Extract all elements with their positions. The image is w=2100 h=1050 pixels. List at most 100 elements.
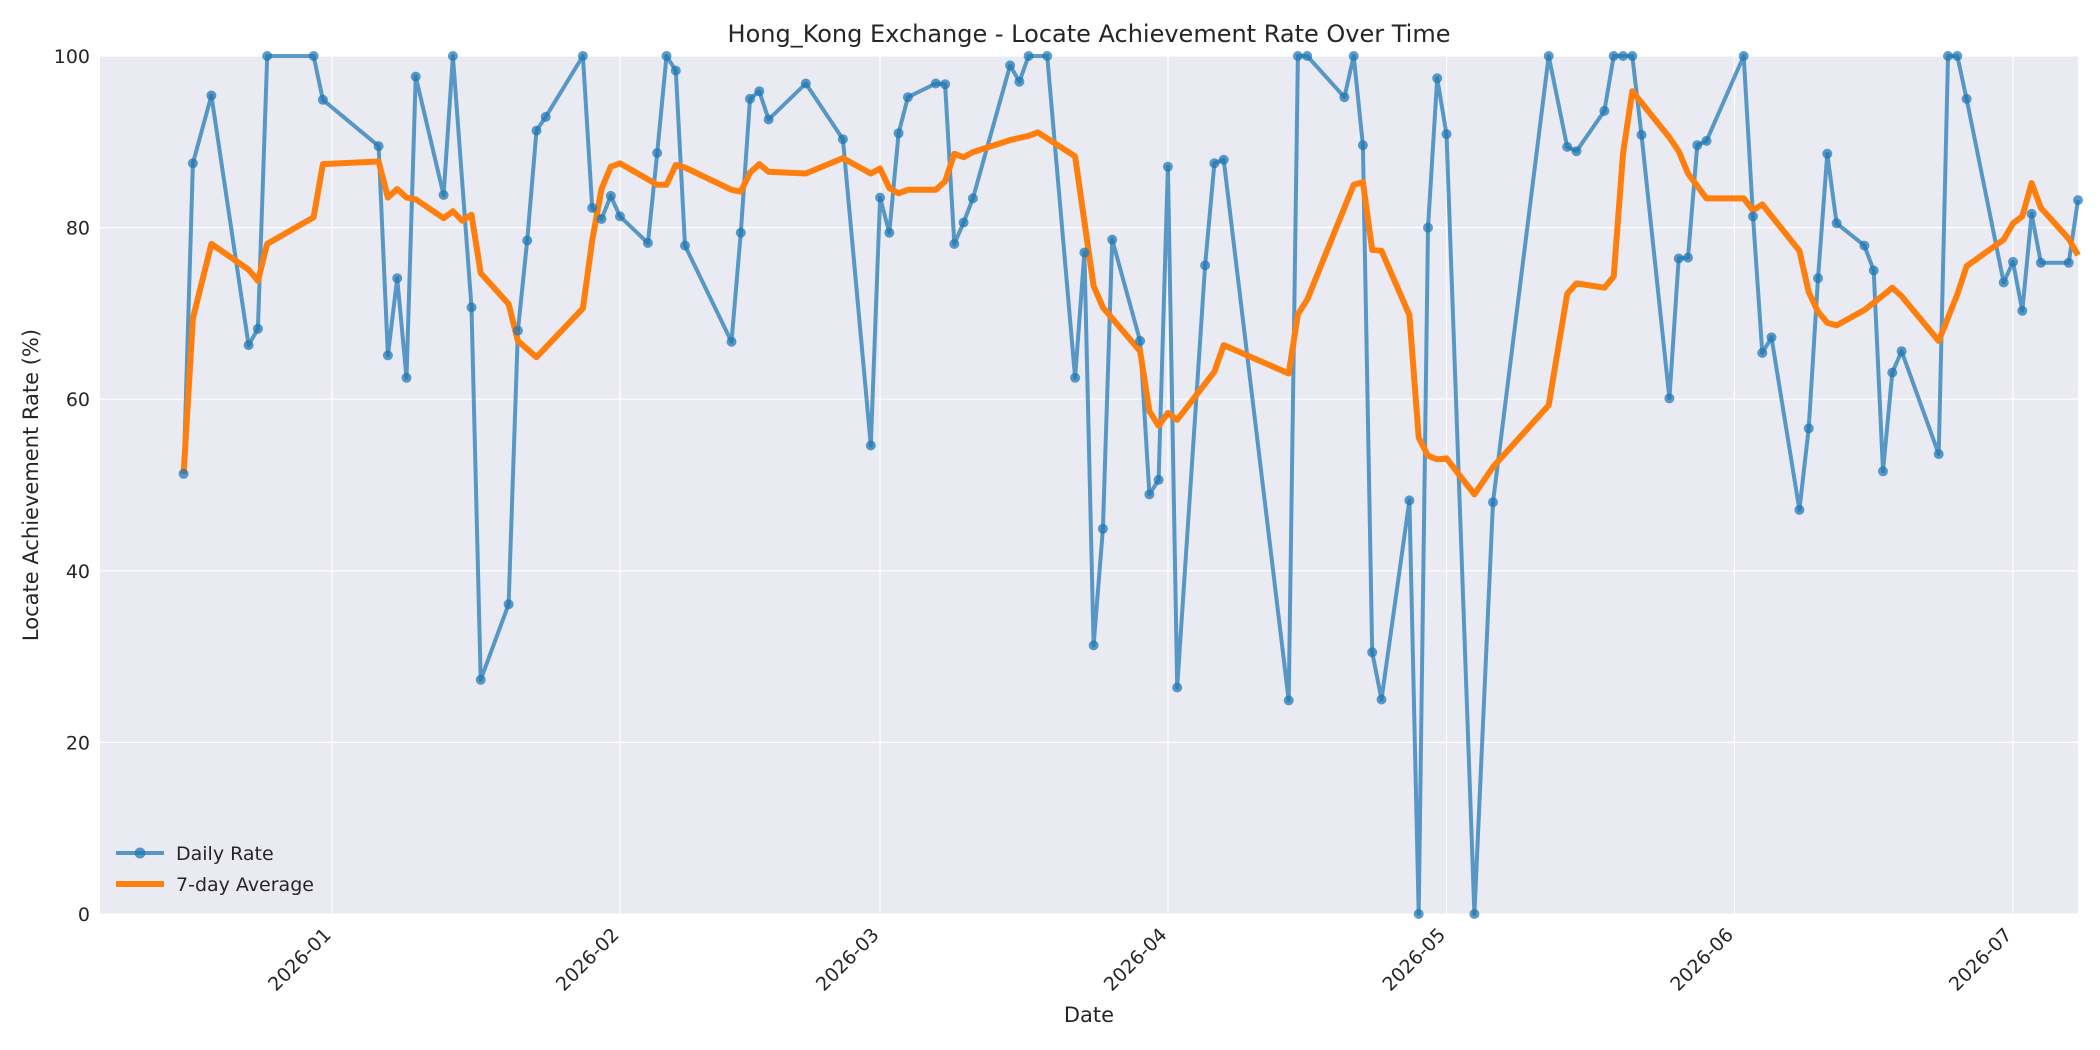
data-point-daily-rate xyxy=(1813,273,1823,284)
data-point-daily-rate xyxy=(1608,51,1619,61)
data-point-daily-rate xyxy=(1413,909,1424,919)
data-point-daily-rate xyxy=(1859,240,1870,251)
data-point-daily-rate xyxy=(642,238,653,248)
data-point-daily-rate xyxy=(1302,51,1313,61)
data-point-daily-rate xyxy=(1562,141,1573,152)
data-point-daily-rate xyxy=(577,51,588,61)
data-point-daily-rate xyxy=(1200,260,1211,271)
data-point-daily-rate xyxy=(1014,76,1025,87)
data-point-daily-rate xyxy=(1757,347,1768,358)
data-point-daily-rate xyxy=(1441,129,1452,140)
data-point-daily-rate xyxy=(587,202,598,213)
data-point-daily-rate xyxy=(1488,497,1498,508)
legend-marker-daily xyxy=(134,847,146,859)
data-point-daily-rate xyxy=(745,93,755,104)
data-point-daily-rate xyxy=(615,211,625,222)
data-point-daily-rate xyxy=(1933,449,1944,460)
data-point-daily-rate xyxy=(2063,257,2074,268)
data-point-daily-rate xyxy=(967,193,978,204)
y-tick-label: 80 xyxy=(66,218,90,240)
series-layer xyxy=(178,51,2083,919)
data-point-daily-rate xyxy=(1218,154,1229,165)
data-point-daily-rate xyxy=(392,273,403,284)
data-point-daily-rate xyxy=(382,350,393,361)
data-point-daily-rate xyxy=(447,51,458,61)
data-point-daily-rate xyxy=(1998,277,2009,288)
data-point-daily-rate xyxy=(735,227,746,238)
data-point-daily-rate xyxy=(1878,466,1888,477)
data-point-daily-rate xyxy=(1692,140,1703,151)
data-point-daily-rate xyxy=(1005,60,1016,71)
data-point-daily-rate xyxy=(800,78,811,89)
data-point-daily-rate xyxy=(540,111,551,122)
data-point-daily-rate xyxy=(1664,393,1675,404)
data-point-daily-rate xyxy=(661,51,672,61)
data-point-daily-rate xyxy=(1618,51,1628,61)
data-point-daily-rate xyxy=(1357,140,1368,151)
data-point-daily-rate xyxy=(1348,51,1359,61)
data-point-daily-rate xyxy=(410,71,421,82)
y-tick-label: 20 xyxy=(66,732,90,754)
data-point-daily-rate xyxy=(1404,495,1415,506)
data-point-daily-rate xyxy=(1162,161,1173,172)
data-point-daily-rate xyxy=(1292,51,1303,61)
data-point-daily-rate xyxy=(596,214,607,224)
data-point-daily-rate xyxy=(1543,51,1554,61)
data-point-daily-rate xyxy=(1887,367,1898,378)
data-point-daily-rate xyxy=(1822,148,1833,159)
data-point-daily-rate xyxy=(652,148,663,158)
data-point-daily-rate xyxy=(438,190,449,200)
data-point-daily-rate xyxy=(243,340,254,351)
data-point-daily-rate xyxy=(1042,51,1053,61)
data-point-daily-rate xyxy=(893,128,904,139)
chart-title: Hong_Kong Exchange - Locate Achievement … xyxy=(728,20,1451,48)
data-point-daily-rate xyxy=(2017,305,2028,316)
data-point-daily-rate xyxy=(1209,158,1220,169)
data-point-daily-rate xyxy=(958,217,969,228)
data-point-daily-rate xyxy=(2073,195,2083,206)
y-tick-label: 60 xyxy=(66,389,90,411)
data-point-daily-rate xyxy=(1283,695,1294,706)
x-axis-label: Date xyxy=(1064,1003,1114,1027)
data-point-daily-rate xyxy=(1701,135,1712,146)
data-point-daily-rate xyxy=(1961,93,1972,104)
data-point-daily-rate xyxy=(1748,211,1758,222)
data-point-daily-rate xyxy=(373,141,384,152)
data-point-daily-rate xyxy=(1339,92,1350,103)
data-point-daily-rate xyxy=(670,65,681,76)
data-point-daily-rate xyxy=(1079,247,1090,258)
data-point-daily-rate xyxy=(1376,694,1387,705)
grid xyxy=(100,55,2078,915)
data-point-daily-rate xyxy=(1367,647,1378,658)
data-point-daily-rate xyxy=(605,190,616,201)
data-point-daily-rate xyxy=(930,78,941,89)
data-point-daily-rate xyxy=(1469,909,1480,919)
data-point-daily-rate xyxy=(187,158,198,169)
data-point-daily-rate xyxy=(262,51,273,61)
data-point-daily-rate xyxy=(252,323,263,334)
data-point-daily-rate xyxy=(726,336,737,347)
data-point-daily-rate xyxy=(503,599,514,610)
data-point-daily-rate xyxy=(206,90,217,101)
data-point-daily-rate xyxy=(1070,372,1081,383)
y-tick-label: 40 xyxy=(66,561,90,583)
data-point-daily-rate xyxy=(2026,208,2037,219)
legend: Daily Rate 7-day Average xyxy=(116,843,314,896)
data-point-daily-rate xyxy=(1144,489,1155,500)
data-point-daily-rate xyxy=(837,134,848,145)
data-point-daily-rate xyxy=(1627,51,1638,61)
data-point-daily-rate xyxy=(1432,73,1443,84)
data-point-daily-rate xyxy=(1794,504,1805,515)
data-point-daily-rate xyxy=(1896,346,1907,357)
data-point-daily-rate xyxy=(1423,222,1433,233)
data-point-daily-rate xyxy=(2008,256,2018,267)
data-point-daily-rate xyxy=(1952,51,1963,61)
data-point-daily-rate xyxy=(308,51,319,61)
data-point-daily-rate xyxy=(475,674,486,685)
data-point-daily-rate xyxy=(884,227,895,238)
data-point-daily-rate xyxy=(1097,523,1108,534)
data-point-daily-rate xyxy=(1153,474,1164,485)
data-point-daily-rate xyxy=(940,79,951,90)
data-point-daily-rate xyxy=(512,325,523,336)
data-point-daily-rate xyxy=(1107,234,1118,245)
